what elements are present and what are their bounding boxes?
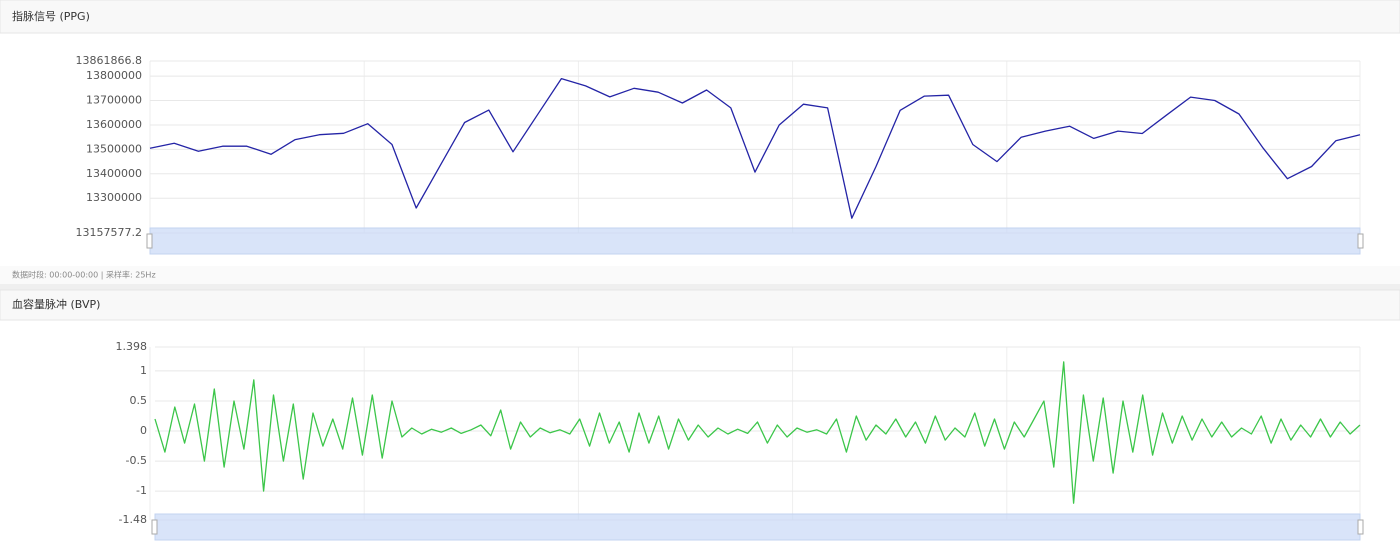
panel-gap (0, 284, 1400, 290)
zoom-slider (149, 227, 1361, 255)
y-tick-label: 0 (140, 424, 147, 437)
y-tick-label: 13400000 (86, 167, 142, 180)
signal-line (149, 77, 1361, 219)
panel-title: 血容量脉冲 (BVP) (12, 297, 100, 311)
zoom-handle[interactable] (1357, 233, 1364, 249)
y-tick-label: 13600000 (86, 118, 142, 131)
y-tick-label: 13500000 (86, 142, 142, 155)
zoom-handle[interactable] (1357, 519, 1364, 535)
zoom-handle[interactable] (151, 519, 158, 535)
footer-note: 数据时段: 00:00-00:00 | 采样率: 25Hz (12, 270, 156, 280)
zoom-handle[interactable] (146, 233, 153, 249)
panel-header (0, 0, 1400, 34)
y-tick-label: 13800000 (86, 69, 142, 82)
y-tick-label: 1 (140, 364, 147, 377)
zoom-slider (154, 513, 1361, 541)
y-tick-label: 13300000 (86, 191, 142, 204)
y-tick-label: 13157577.2 (76, 226, 142, 239)
y-tick-label: 1.398 (116, 340, 148, 353)
y-tick-label: -0.5 (126, 454, 147, 467)
y-tick-label: 0.5 (130, 394, 148, 407)
signal-line (154, 361, 1361, 504)
y-tick-label: 13700000 (86, 94, 142, 107)
y-tick-label: -1.48 (119, 513, 147, 526)
panel-title: 指脉信号 (PPG) (12, 9, 90, 23)
y-tick-label: -1 (136, 484, 147, 497)
panel-header (0, 289, 1400, 321)
panel-footer (0, 266, 1400, 284)
y-tick-label: 13861866.8 (76, 54, 142, 67)
